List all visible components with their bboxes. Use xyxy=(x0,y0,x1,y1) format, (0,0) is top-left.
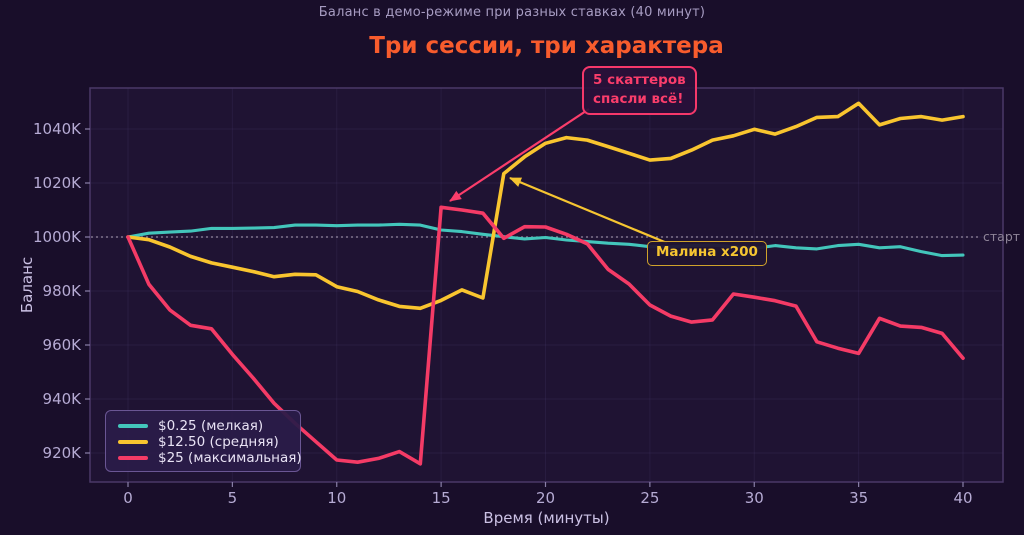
y-axis-label: Баланс xyxy=(18,256,36,314)
start-line-label: старт xyxy=(983,229,1021,244)
series-line-1 xyxy=(126,101,965,311)
x-tick-label: 15 xyxy=(432,489,451,507)
legend-label: $0.25 (мелкая) xyxy=(158,418,264,434)
annotation-scatters-saved: 5 скаттеров спасли всё! xyxy=(582,66,697,116)
chart-title: Три сессии, три характера xyxy=(369,33,724,59)
annotation-raspberry-x200: Малина x200 xyxy=(647,241,767,266)
legend-item-small-stake: $0.25 (мелкая) xyxy=(118,418,288,434)
annotation-arrow-0 xyxy=(449,108,590,202)
annotation-arrow-1 xyxy=(509,176,668,245)
legend-item-medium-stake: $12.50 (средняя) xyxy=(118,434,288,450)
y-tick-label: 1040K xyxy=(33,120,82,138)
legend-swatch-yellow xyxy=(118,440,148,444)
x-tick-label: 25 xyxy=(640,489,659,507)
chart-subtitle: Баланс в демо-режиме при разных ставках … xyxy=(318,5,706,20)
legend-label: $12.50 (средняя) xyxy=(158,434,279,450)
legend-label: $25 (максимальная) xyxy=(158,450,302,466)
legend-item-max-stake: $25 (максимальная) xyxy=(118,450,302,466)
legend: $0.25 (мелкая) $12.50 (средняя) $25 (мак… xyxy=(105,410,302,472)
x-tick-label: 30 xyxy=(745,489,764,507)
y-tick-label: 960K xyxy=(43,336,83,354)
series-line-2 xyxy=(126,205,965,466)
x-axis-label: Время (минуты) xyxy=(483,509,610,527)
x-tick-label: 5 xyxy=(228,489,238,507)
y-tick-label: 1000K xyxy=(33,228,82,246)
x-tick-label: 0 xyxy=(123,489,133,507)
x-tick-label: 20 xyxy=(536,489,555,507)
legend-swatch-teal xyxy=(118,424,148,428)
series-line-0 xyxy=(126,222,965,258)
y-tick-label: 940K xyxy=(43,390,83,408)
legend-swatch-pink xyxy=(118,456,148,460)
axes-frame xyxy=(89,87,1004,483)
x-tick-label: 35 xyxy=(849,489,868,507)
y-tick-label: 1020K xyxy=(33,174,82,192)
x-tick-label: 40 xyxy=(953,489,972,507)
y-tick-label: 920K xyxy=(43,444,83,462)
x-tick-label: 10 xyxy=(327,489,346,507)
y-tick-label: 980K xyxy=(43,282,83,300)
